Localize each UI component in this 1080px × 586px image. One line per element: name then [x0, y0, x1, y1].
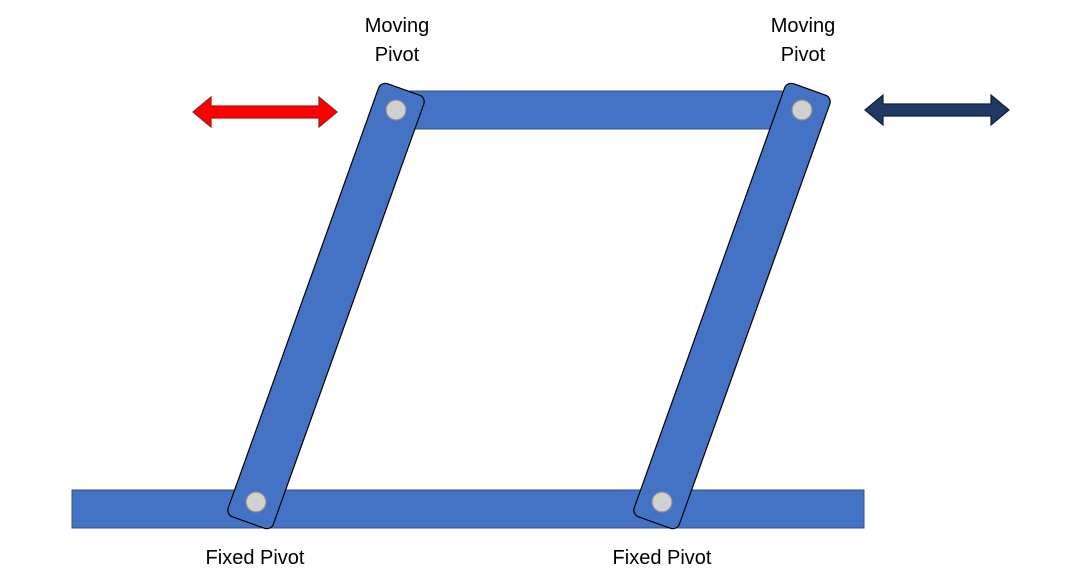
moving-pivot-right-label-line1: Moving [770, 15, 836, 37]
moving-pivot-left-label: Moving Pivot [347, 12, 447, 70]
fixed-pivot-left-label-text: Fixed Pivot [205, 547, 305, 569]
moving-pivot-right-label: Moving Pivot [753, 12, 853, 70]
fixed-pivot-right [651, 491, 673, 513]
moving-pivot-left-label-line2: Pivot [374, 44, 420, 66]
coupler-link [394, 90, 808, 130]
double-headed-arrow-icon [864, 93, 1010, 127]
moving-pivot-right-label-line2: Pivot [780, 44, 826, 66]
fixed-pivot-left [245, 491, 267, 513]
right-crank-link [633, 82, 831, 530]
left-crank-link [227, 82, 425, 530]
fixed-pivot-right-label: Fixed Pivot [592, 544, 732, 573]
moving-pivot-left [385, 99, 407, 121]
fixed-pivot-right-label-text: Fixed Pivot [612, 547, 712, 569]
fixed-pivot-left-label: Fixed Pivot [185, 544, 325, 573]
double-headed-arrow-icon [192, 95, 338, 129]
fixed-ground-link [71, 489, 865, 529]
moving-pivot-left-label-line1: Moving [364, 15, 430, 37]
moving-pivot-right [791, 99, 813, 121]
